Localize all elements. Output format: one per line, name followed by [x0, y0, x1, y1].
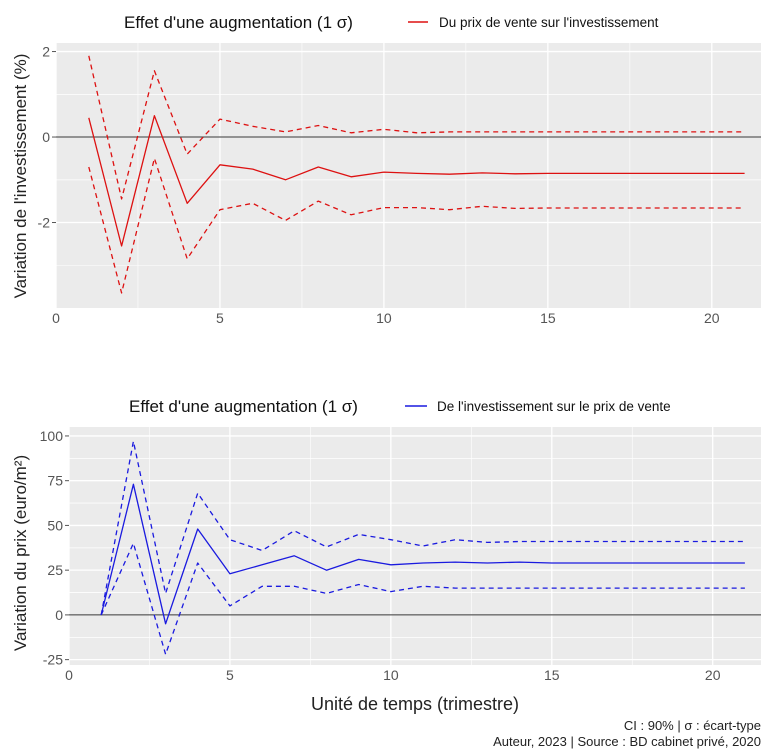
y-tick-label: 75 [47, 473, 63, 489]
chart-2-y-axis-label: Variation du prix (euro/m²) [11, 455, 30, 651]
x-tick-label: 20 [705, 667, 721, 683]
y-tick-label: 100 [40, 428, 64, 444]
series-line-upper [88, 55, 745, 200]
chart-1-ticks: 0 5 10 15 20 -2 0 2 [38, 44, 720, 326]
y-tick-label: 25 [47, 562, 63, 578]
x-tick-label: 20 [704, 310, 720, 326]
chart-1-series [88, 55, 745, 294]
chart-1: Effet d'une augmentation (1 σ) Du prix d… [11, 13, 761, 326]
series-line-estimate [100, 483, 745, 625]
series-line-lower [100, 542, 745, 655]
chart-1-title: Effet d'une augmentation (1 σ) [124, 13, 353, 32]
series-line-estimate [88, 115, 745, 247]
chart-2-panel [69, 427, 761, 665]
series-line-lower [88, 157, 745, 294]
y-tick-label: 50 [47, 517, 63, 533]
x-tick-label: 15 [540, 310, 556, 326]
y-tick-label: 0 [55, 607, 63, 623]
x-tick-label: 0 [65, 667, 73, 683]
chart-2-legend-label: De l'investissement sur le prix de vente [437, 399, 671, 414]
x-tick-label: 5 [226, 667, 234, 683]
y-tick-label: -2 [38, 215, 51, 231]
chart-1-legend-label: Du prix de vente sur l'investissement [439, 15, 659, 30]
chart-2-title: Effet d'une augmentation (1 σ) [129, 397, 358, 416]
y-tick-label: 2 [42, 44, 50, 60]
x-tick-label: 0 [52, 310, 60, 326]
x-tick-label: 10 [383, 667, 399, 683]
chart-1-panel [56, 43, 761, 308]
x-tick-label: 10 [376, 310, 392, 326]
y-tick-label: 0 [42, 129, 50, 145]
y-tick-label: -25 [43, 652, 63, 668]
chart-2-grid [68, 427, 761, 665]
caption-source: Auteur, 2023 | Source : BD cabinet privé… [493, 734, 761, 749]
x-tick-label: 15 [544, 667, 560, 683]
chart-2-x-axis-label: Unité de temps (trimestre) [311, 694, 519, 714]
chart-2: Effet d'une augmentation (1 σ) De l'inve… [11, 397, 761, 714]
x-tick-label: 5 [216, 310, 224, 326]
chart-1-y-axis-label: Variation de l'investissement (%) [11, 54, 30, 299]
chart-2-series [100, 440, 745, 655]
caption-ci: CI : 90% | σ : écart-type [624, 718, 761, 733]
